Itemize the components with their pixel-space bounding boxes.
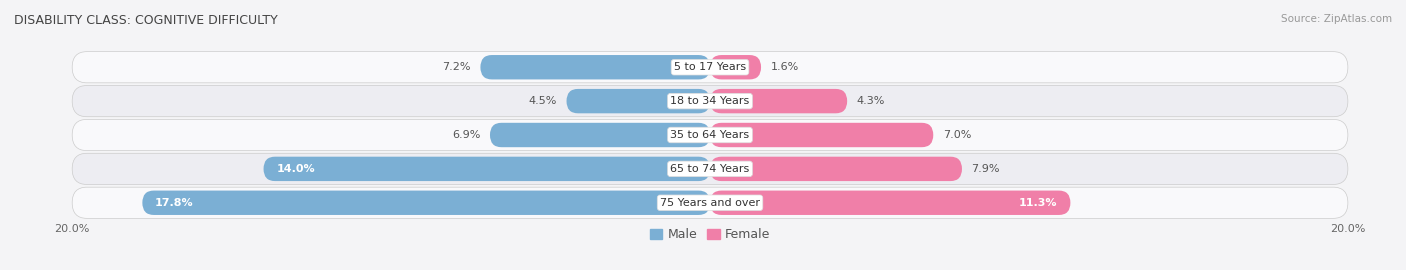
Text: 18 to 34 Years: 18 to 34 Years bbox=[671, 96, 749, 106]
Text: 7.2%: 7.2% bbox=[443, 62, 471, 72]
FancyBboxPatch shape bbox=[142, 191, 710, 215]
FancyBboxPatch shape bbox=[710, 191, 1070, 215]
Text: 17.8%: 17.8% bbox=[155, 198, 194, 208]
FancyBboxPatch shape bbox=[567, 89, 710, 113]
Text: Source: ZipAtlas.com: Source: ZipAtlas.com bbox=[1281, 14, 1392, 23]
FancyBboxPatch shape bbox=[72, 52, 1348, 83]
FancyBboxPatch shape bbox=[481, 55, 710, 79]
FancyBboxPatch shape bbox=[710, 157, 962, 181]
Text: 4.3%: 4.3% bbox=[856, 96, 886, 106]
Text: 11.3%: 11.3% bbox=[1019, 198, 1057, 208]
FancyBboxPatch shape bbox=[72, 86, 1348, 117]
FancyBboxPatch shape bbox=[263, 157, 710, 181]
Text: 14.0%: 14.0% bbox=[277, 164, 315, 174]
Text: DISABILITY CLASS: COGNITIVE DIFFICULTY: DISABILITY CLASS: COGNITIVE DIFFICULTY bbox=[14, 14, 278, 26]
FancyBboxPatch shape bbox=[72, 153, 1348, 184]
Text: 75 Years and over: 75 Years and over bbox=[659, 198, 761, 208]
FancyBboxPatch shape bbox=[710, 89, 848, 113]
FancyBboxPatch shape bbox=[489, 123, 710, 147]
Text: 7.9%: 7.9% bbox=[972, 164, 1000, 174]
Legend: Male, Female: Male, Female bbox=[645, 223, 775, 246]
FancyBboxPatch shape bbox=[72, 187, 1348, 218]
Text: 65 to 74 Years: 65 to 74 Years bbox=[671, 164, 749, 174]
Text: 1.6%: 1.6% bbox=[770, 62, 799, 72]
Text: 4.5%: 4.5% bbox=[529, 96, 557, 106]
FancyBboxPatch shape bbox=[710, 55, 761, 79]
Text: 6.9%: 6.9% bbox=[453, 130, 481, 140]
Text: 7.0%: 7.0% bbox=[943, 130, 972, 140]
FancyBboxPatch shape bbox=[72, 119, 1348, 151]
Text: 35 to 64 Years: 35 to 64 Years bbox=[671, 130, 749, 140]
Text: 5 to 17 Years: 5 to 17 Years bbox=[673, 62, 747, 72]
FancyBboxPatch shape bbox=[710, 123, 934, 147]
